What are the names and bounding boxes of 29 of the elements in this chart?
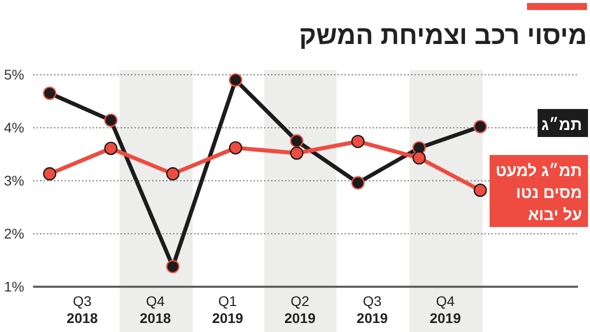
y-tick-label: 3% — [4, 172, 24, 189]
point — [412, 151, 426, 165]
point — [474, 120, 487, 134]
point — [166, 167, 180, 180]
series-label: תמ״ג למעט מסים נטו על יבוא — [496, 162, 582, 224]
y-tick-label: 1% — [4, 278, 24, 295]
point — [228, 141, 242, 154]
point — [474, 184, 487, 197]
text: תמ״ג — [541, 116, 582, 134]
point — [290, 146, 304, 160]
point — [104, 114, 118, 127]
x-tick-label: Q4 2019 — [430, 293, 462, 326]
x-tick-label: Q3 2018 — [66, 293, 98, 326]
x-tick-label: Q4 2018 — [140, 293, 172, 326]
point — [166, 260, 180, 274]
chart-title: מיסוי רכב וצמיחת המשק — [299, 20, 587, 50]
point — [43, 86, 56, 100]
y-tick-label: 2% — [4, 226, 24, 242]
point — [351, 176, 365, 190]
point — [43, 167, 56, 180]
point — [290, 134, 304, 148]
point — [104, 142, 118, 156]
x-tick-label: Q2 2019 — [284, 293, 316, 326]
x-tick-label: Q1 2019 — [212, 293, 244, 326]
y-tick-label: 4% — [4, 120, 24, 136]
point — [228, 73, 242, 87]
x-tick-label: Q3 2019 — [356, 293, 388, 326]
point — [351, 134, 365, 148]
y-tick-label: 5% — [4, 66, 24, 83]
